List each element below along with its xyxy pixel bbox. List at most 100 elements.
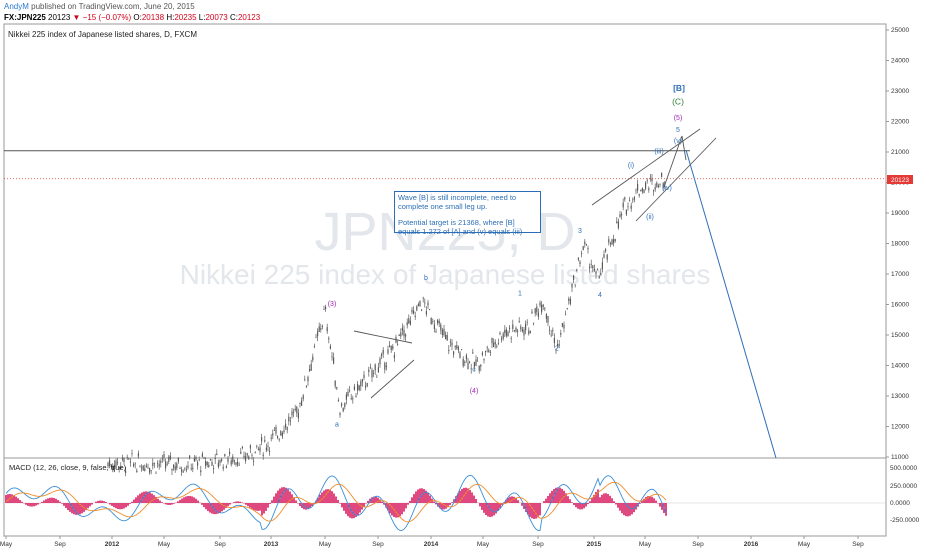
time-axis: May Sep 2012 May Sep 2013 May Sep 2014 May Sep 2015… (0, 541, 864, 548)
macd-bar (345, 503, 347, 514)
candle-body (214, 457, 216, 460)
candle-body (609, 243, 611, 244)
candle-body (187, 465, 189, 468)
macd-bar (453, 499, 455, 503)
macd-bar (457, 493, 459, 503)
macd-bar (207, 503, 209, 512)
candle-body (629, 200, 631, 202)
candle-body (147, 467, 149, 469)
macd-bar (565, 493, 567, 503)
macd-bar (133, 499, 135, 503)
candle-body (190, 468, 192, 470)
price-tick: 25000 (891, 27, 909, 34)
wave-label: [B] (673, 83, 685, 93)
time-tick: 2015 (587, 541, 602, 548)
macd-bar (347, 503, 349, 517)
macd-bar (471, 492, 473, 503)
candle-body (365, 385, 367, 388)
macd-pane-frame (3, 457, 887, 537)
macd-bar (295, 500, 297, 503)
candle-body (352, 398, 354, 400)
candle-body (645, 182, 647, 189)
macd-bar (371, 497, 373, 503)
macd-bar (443, 503, 445, 510)
candle-body (467, 362, 469, 369)
candle-body (155, 472, 157, 474)
wave-label: (iii) (654, 149, 663, 156)
macd-bar (643, 498, 645, 503)
candle-body (361, 379, 363, 383)
price-tick: 23000 (891, 88, 909, 95)
macd-bar (11, 494, 13, 503)
macd-bar (313, 503, 315, 504)
channel-lower-line[interactable] (635, 137, 717, 222)
time-tick: 2014 (424, 541, 439, 548)
macd-bar (185, 496, 187, 503)
candle-body (433, 324, 435, 330)
macd-bar (493, 503, 495, 516)
macd-bar (475, 499, 477, 503)
macd-bar (165, 503, 167, 505)
author-link[interactable]: AndyM (4, 2, 29, 11)
candle-body (483, 358, 485, 361)
macd-bar (63, 503, 65, 506)
candle-body (566, 308, 568, 309)
candle-body (457, 346, 459, 351)
candle-body (589, 266, 591, 269)
projected-decline-line[interactable] (685, 149, 777, 459)
macd-bar (289, 491, 291, 503)
drawings[interactable] (353, 128, 717, 399)
candle-body (560, 332, 562, 335)
candle-body (438, 320, 440, 324)
candle-body (497, 343, 499, 344)
candle-body (608, 239, 610, 243)
macd-bar (57, 500, 59, 503)
triangle-upper-line[interactable] (353, 330, 413, 344)
macd-bar (109, 503, 111, 505)
macd-bar (67, 503, 69, 511)
candle-body (397, 344, 399, 346)
candle-body (501, 338, 503, 340)
time-tick: May (798, 541, 811, 548)
macd-bar (171, 503, 173, 505)
wave-v-path[interactable] (663, 135, 687, 188)
triangle-lower-line[interactable] (370, 359, 415, 399)
candle-body (205, 461, 207, 466)
annotation-note[interactable]: Wave [B] is still incomplete, need to co… (394, 191, 541, 235)
macd-bar (497, 503, 499, 511)
macd-bar (405, 503, 407, 509)
macd-bar (321, 492, 323, 503)
candle-body (344, 403, 346, 408)
macd-bar (633, 503, 635, 513)
macd-bar (103, 501, 105, 503)
candle-body (558, 344, 560, 346)
candle-body (432, 320, 434, 322)
candle-body (369, 367, 371, 369)
candle-body (585, 243, 587, 245)
macd-bar (473, 495, 475, 503)
macd-bar (641, 501, 643, 503)
candle-body (528, 330, 530, 334)
watermark-name: Nikkei 225 index of Japanese listed shar… (180, 259, 711, 290)
candle-body (264, 440, 266, 442)
macd-bar (269, 503, 271, 505)
macd-bar (395, 503, 397, 518)
macd-bar (217, 503, 219, 514)
candle-body (227, 458, 229, 463)
price-tick: 13000 (891, 393, 909, 400)
macd-bar (225, 503, 227, 508)
candles (107, 172, 666, 477)
macd-bar (411, 497, 413, 503)
candle-body (552, 330, 554, 332)
candle-body (480, 364, 482, 367)
time-tick: May (639, 541, 652, 548)
wave-label: c (472, 367, 476, 374)
macd-bar (219, 503, 221, 513)
candle-body (465, 355, 467, 360)
candle-body (323, 309, 325, 310)
channel-upper-line[interactable] (591, 128, 701, 206)
macd-bar (235, 501, 237, 503)
candle-body (134, 463, 136, 465)
candle-body (592, 265, 594, 269)
